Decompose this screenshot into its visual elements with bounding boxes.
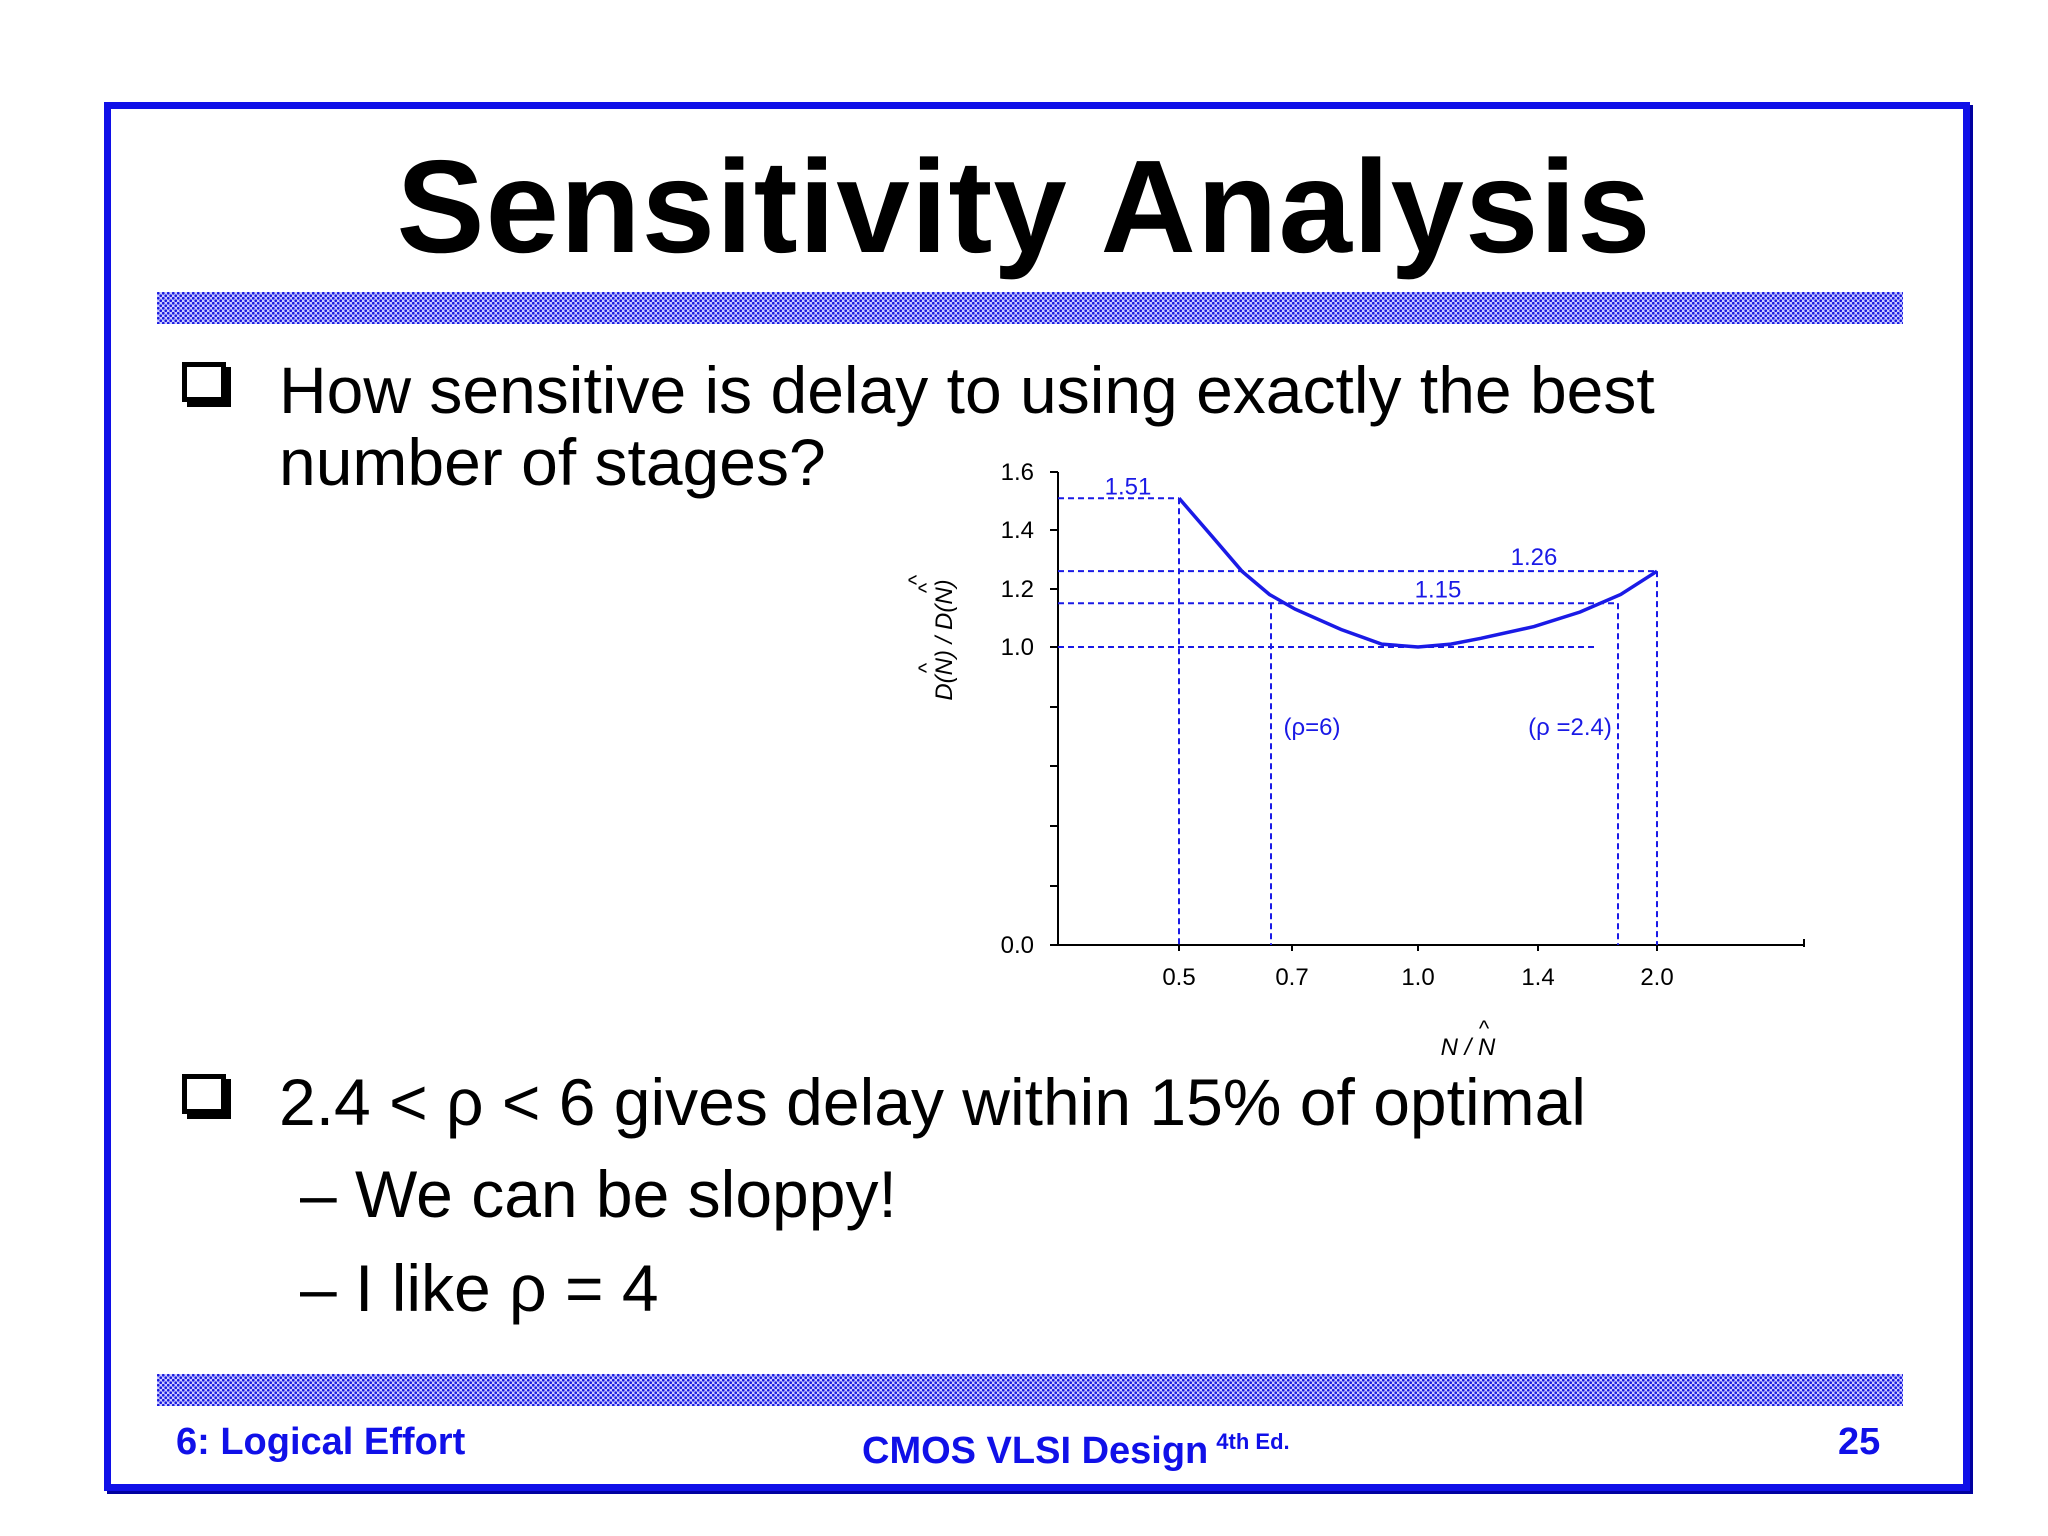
checkbox-bullet-icon-2 <box>182 1074 226 1114</box>
sub-bullet-2: – I like ρ = 4 <box>300 1251 659 1325</box>
x-tick-label-0: 0.5 <box>1162 964 1195 991</box>
y-axis-ticks: 0.0 1.0 1.2 1.4 1.6 <box>1001 459 1058 959</box>
hat-mark-1: ^ <box>914 662 939 673</box>
bullet-2-line-1: 2.4 < ρ < 6 gives delay within 15% of op… <box>279 1065 1586 1139</box>
x-axis-ticks: 0.5 0.7 1.0 1.4 2.0 <box>1162 939 1805 991</box>
checkbox-bullet-icon <box>182 362 226 402</box>
x-hat-mark: ^ <box>1479 1016 1490 1041</box>
label-1-26: 1.26 <box>1511 544 1558 571</box>
x-tick-label-2: 1.0 <box>1401 964 1434 991</box>
hat-mark-2: ^ <box>914 582 939 593</box>
slide-title: Sensitivity Analysis <box>396 133 1652 280</box>
sensitivity-chart: 0.0 1.0 1.2 1.4 1.6 0.5 0.7 1.0 1.4 2.0 1.51 1.26… <box>904 459 1805 1061</box>
hat-mark-3: ^ <box>904 574 929 585</box>
slide-frame <box>104 102 1970 1491</box>
label-1-15: 1.15 <box>1415 576 1462 603</box>
annotation-labels: 1.51 1.26 1.15 (ρ=6) (ρ =2.4) <box>1105 473 1612 741</box>
x-axis-label: N / N <box>1441 1034 1496 1061</box>
footer-page-number: 25 <box>1838 1421 1881 1463</box>
y-tick-label-2: 1.2 <box>1001 576 1034 603</box>
delay-curve <box>1177 497 1658 649</box>
bullet-1-line-1: How sensitive is delay to using exactly … <box>279 353 1655 427</box>
sub-bullet-1: – We can be sloppy! <box>300 1157 897 1231</box>
x-axis-title: N / N ^ <box>1441 1016 1496 1061</box>
footer-edition: 4th Ed. <box>1216 1429 1290 1454</box>
x-tick-label-1: 0.7 <box>1275 964 1308 991</box>
y-tick-label-4: 1.6 <box>1001 459 1034 486</box>
title-divider-band <box>157 292 1903 324</box>
y-tick-label-1: 1.0 <box>1001 634 1034 661</box>
reference-lines <box>1058 497 1658 945</box>
footer-course: CMOS VLSI Design 4th Ed. <box>862 1420 1290 1473</box>
y-axis-title: D(N) / D(N) ^ ^ ^ <box>904 574 958 700</box>
label-rho-2-4: (ρ =2.4) <box>1528 714 1612 741</box>
footer-course-title: CMOS VLSI Design <box>862 1430 1209 1472</box>
footer-divider-band <box>157 1374 1903 1406</box>
bullet-1-line-2: number of stages? <box>279 425 826 499</box>
label-rho-6: (ρ=6) <box>1284 714 1341 741</box>
y-tick-label-3: 1.4 <box>1001 517 1034 544</box>
y-tick-label-0: 0.0 <box>1001 932 1034 959</box>
x-tick-label-4: 2.0 <box>1640 964 1673 991</box>
label-1-51: 1.51 <box>1105 473 1152 500</box>
y-axis-label: D(N) / D(N) <box>931 579 958 700</box>
footer-chapter: 6: Logical Effort <box>176 1421 466 1463</box>
x-tick-label-3: 1.4 <box>1521 964 1554 991</box>
